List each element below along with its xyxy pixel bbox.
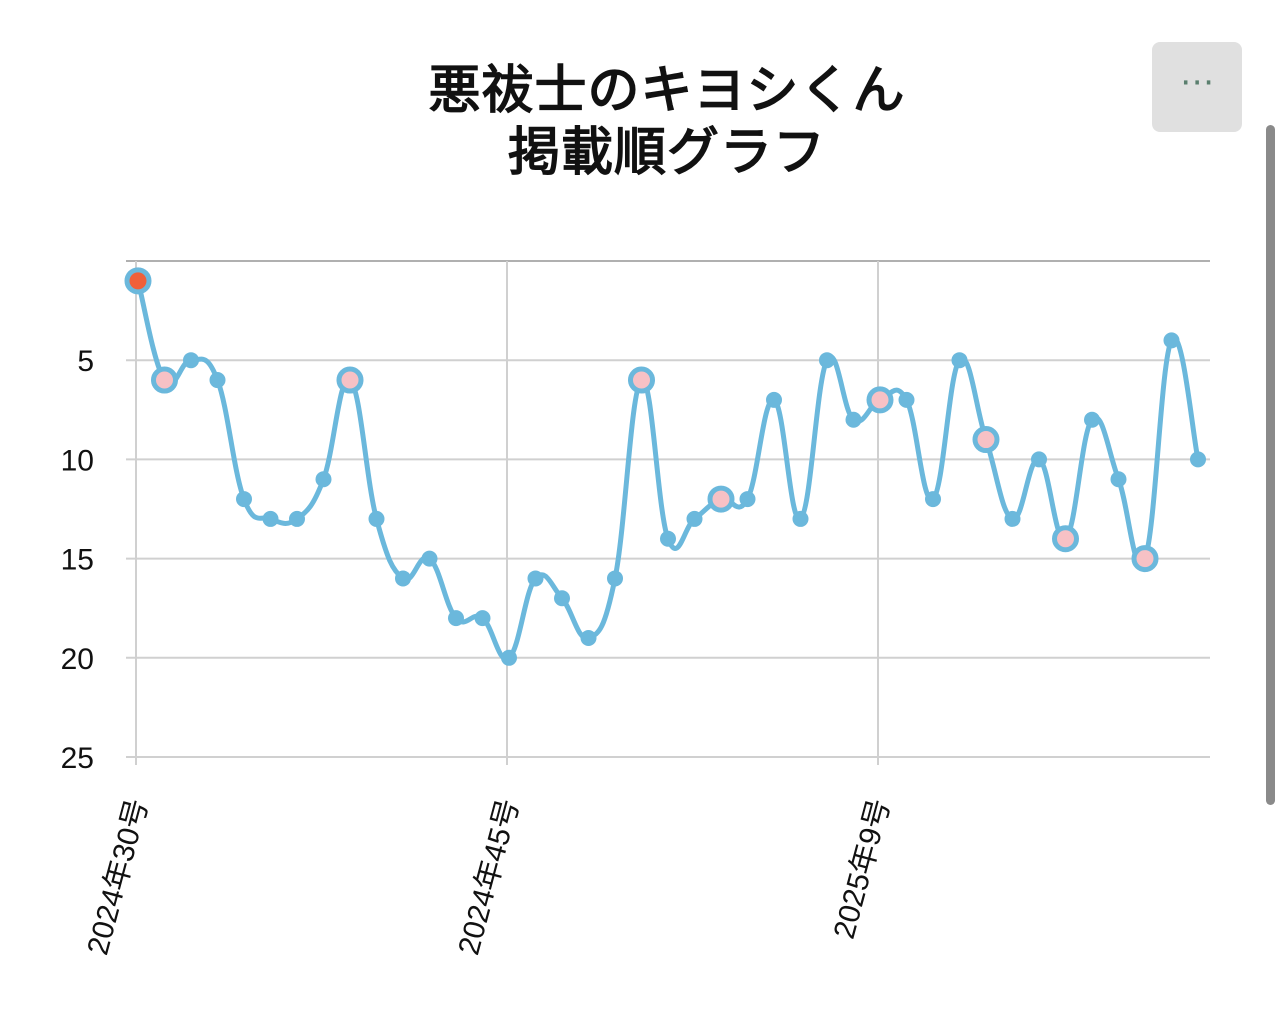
data-point[interactable] [607, 570, 623, 587]
x-tick-label: 2024年45号 [452, 795, 525, 958]
highlighted-data-point[interactable] [1131, 545, 1159, 573]
highlighted-data-point[interactable] [972, 426, 1000, 454]
y-tick-label: 20 [61, 643, 94, 676]
data-point[interactable] [845, 411, 862, 428]
scrollbar[interactable] [1266, 125, 1275, 805]
data-point[interactable] [209, 372, 226, 389]
x-tick-label: 2025年9号 [828, 795, 897, 942]
data-point[interactable] [474, 610, 491, 627]
chart-title: 悪祓士のキヨシくん 掲載順グラフ [0, 60, 1284, 184]
data-point[interactable] [368, 510, 385, 527]
data-point[interactable] [580, 629, 597, 646]
y-tick-label: 25 [61, 742, 94, 775]
y-tick-label: 15 [61, 544, 94, 577]
series-line [135, 280, 1201, 662]
x-tick-label: 2024年30号 [81, 795, 154, 958]
data-point[interactable] [686, 510, 703, 527]
first-data-point[interactable] [124, 267, 152, 295]
y-tick-label: 5 [77, 345, 94, 378]
chart-menu-button[interactable]: ⋯ [1152, 42, 1242, 132]
data-point[interactable] [262, 510, 279, 527]
data-point[interactable] [501, 649, 517, 666]
grid-lines [126, 260, 1210, 765]
y-tick-label: 10 [61, 444, 94, 477]
data-point[interactable] [554, 590, 570, 607]
chart-title-line2: 掲載順グラフ [507, 123, 826, 183]
highlighted-data-point[interactable] [336, 366, 364, 394]
highlighted-data-point[interactable] [707, 485, 735, 513]
data-point[interactable] [1190, 451, 1206, 468]
x-axis-ticks: 2024年30号 2024年45号 2025年9号 [81, 795, 896, 958]
chart-title-line1: 悪祓士のキヨシくん [428, 61, 906, 121]
y-axis-ticks: 5 10 15 20 25 [61, 345, 94, 775]
data-point[interactable] [1084, 411, 1100, 428]
data-point[interactable] [1031, 451, 1047, 468]
data-points [124, 267, 1206, 666]
data-point[interactable] [183, 352, 199, 369]
data-point[interactable] [792, 510, 809, 527]
data-point[interactable] [289, 510, 305, 527]
data-point[interactable] [766, 391, 782, 408]
data-point[interactable] [315, 471, 332, 488]
highlighted-data-point[interactable] [866, 386, 894, 414]
highlighted-data-point[interactable] [628, 366, 655, 394]
data-point[interactable] [1163, 332, 1180, 349]
data-point[interactable] [660, 530, 676, 547]
data-point[interactable] [925, 491, 941, 508]
data-point[interactable] [1110, 471, 1127, 488]
data-point[interactable] [236, 491, 252, 508]
data-point[interactable] [739, 491, 756, 508]
data-point[interactable] [951, 352, 968, 369]
data-point[interactable] [421, 550, 438, 567]
data-point[interactable] [898, 391, 915, 408]
highlighted-data-point[interactable] [151, 366, 178, 394]
highlighted-data-point[interactable] [1052, 525, 1079, 553]
data-point[interactable] [527, 570, 544, 587]
data-point[interactable] [395, 570, 411, 587]
data-point[interactable] [448, 610, 464, 627]
data-point[interactable] [1004, 510, 1021, 527]
data-point[interactable] [819, 352, 835, 369]
